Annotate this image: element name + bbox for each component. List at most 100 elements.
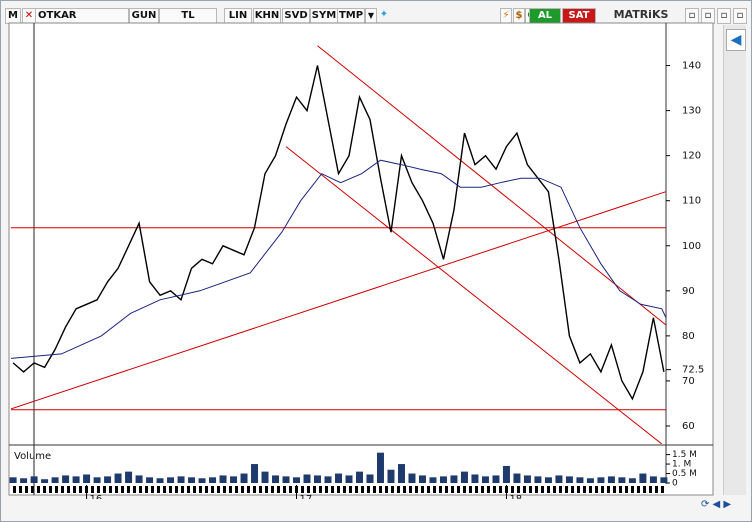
last-price-label: 72.5: [682, 365, 704, 376]
y-tick-label: 110: [682, 196, 701, 207]
volume-bar: [439, 476, 447, 483]
volume-bar: [167, 477, 175, 483]
volume-bar: [135, 475, 143, 483]
volume-bar: [355, 471, 363, 483]
volume-bar: [460, 471, 468, 483]
volume-bar: [450, 475, 458, 483]
x-tick-label: 16: [90, 494, 103, 499]
volume-bar: [230, 476, 238, 483]
volume-bar: [513, 473, 521, 483]
volume-bar: [324, 476, 332, 483]
y-tick-label: 140: [682, 61, 701, 72]
pane-title: Volume: [14, 451, 51, 462]
volume-bar: [272, 475, 280, 483]
nav-icons[interactable]: ⟳ ◀ ▶: [701, 499, 732, 510]
trend-line: [317, 45, 666, 326]
volume-bar: [586, 478, 594, 483]
volume-bar: [51, 477, 59, 483]
volume-bar: [576, 477, 584, 483]
volume-bar: [534, 476, 542, 483]
volume-bar: [471, 474, 479, 483]
volume-bar: [502, 465, 510, 483]
volume-bar: [335, 473, 342, 483]
price-plot: [11, 45, 666, 444]
volume-bar: [209, 477, 217, 483]
volume-bar: [565, 476, 573, 483]
volume-bar: [30, 476, 38, 483]
volume-bar: [282, 476, 290, 483]
volume-bar: [125, 471, 133, 483]
volume-bar: [9, 477, 17, 483]
y-tick-label: 100: [682, 241, 701, 252]
volume-bar: [72, 476, 80, 483]
price-line: [12, 65, 665, 401]
volume-bar: [261, 471, 269, 483]
window-close[interactable]: ▫: [733, 8, 747, 24]
window-minimize[interactable]: ▫: [685, 8, 699, 24]
y-tick-label: 90: [682, 286, 695, 297]
chart-frame: [8, 22, 714, 496]
moving-average-line: [11, 159, 666, 359]
x-tick-label: 18: [509, 494, 522, 499]
volume-bar: [376, 452, 384, 483]
volume-bar: [481, 476, 489, 483]
volume-bar: [219, 475, 227, 483]
volume-bar: [366, 474, 374, 483]
volume-bar: [628, 478, 636, 483]
y-tick-label: 1. M: [672, 460, 691, 470]
volume-bar: [20, 478, 28, 483]
volume-bar: [293, 477, 301, 483]
volume-bar: [555, 475, 563, 483]
x-tick-label: 17: [300, 494, 313, 499]
window-close[interactable]: ▫: [717, 8, 731, 24]
trend-line: [285, 146, 663, 444]
y-tick-label: 60: [682, 421, 695, 432]
volume-bar: [523, 475, 531, 483]
volume-bar: [114, 473, 122, 483]
volume-bar: [387, 469, 395, 483]
toolbar-button[interactable]: SVD: [282, 8, 310, 24]
volume-bar: [345, 475, 353, 483]
volume-bar: [83, 474, 91, 483]
y-tick-label: 120: [682, 151, 701, 162]
brand-logo: MATRiKS: [613, 8, 669, 21]
volume-bar: [492, 475, 500, 483]
volume-bar: [639, 473, 647, 483]
volume-bar: [303, 474, 311, 483]
volume-bar: [251, 464, 259, 483]
volume-bar: [397, 464, 405, 483]
volume-bar: [156, 478, 164, 483]
trading-days-strip: [11, 486, 666, 493]
volume-bar: [314, 475, 322, 483]
volume-bar: [198, 478, 206, 483]
twitter-icon[interactable]: ✦: [379, 9, 389, 20]
volume-bar: [597, 477, 605, 483]
volume-bar: [418, 475, 426, 483]
volume-bar: [618, 477, 626, 483]
volume-bar: [649, 476, 657, 483]
volume-bar: [408, 473, 416, 483]
volume-bar: [429, 477, 437, 483]
volume-bar: [41, 479, 49, 483]
volume-bar: [177, 476, 185, 483]
volume-bar: [104, 476, 112, 483]
y-tick-label: 130: [682, 106, 701, 117]
collapse-arrow[interactable]: ◀: [726, 29, 746, 51]
volume-bar: [660, 477, 668, 483]
volume-bar: [93, 477, 101, 483]
volume-bar: [240, 473, 248, 483]
volume-bar: [607, 476, 615, 483]
y-tick-label: 1.5 M: [672, 450, 697, 460]
volume-bar: [544, 477, 552, 483]
volume-bar: [146, 477, 154, 483]
y-tick-label: 80: [682, 331, 695, 342]
side-panel: ◀: [723, 25, 746, 495]
trend-line: [11, 191, 666, 410]
volume-bar: [188, 477, 196, 483]
y-tick-label: 0.5 M: [672, 469, 697, 479]
y-tick-label: 70: [682, 376, 695, 387]
volume-bar: [62, 475, 70, 483]
y-tick-label: 0: [672, 479, 678, 489]
